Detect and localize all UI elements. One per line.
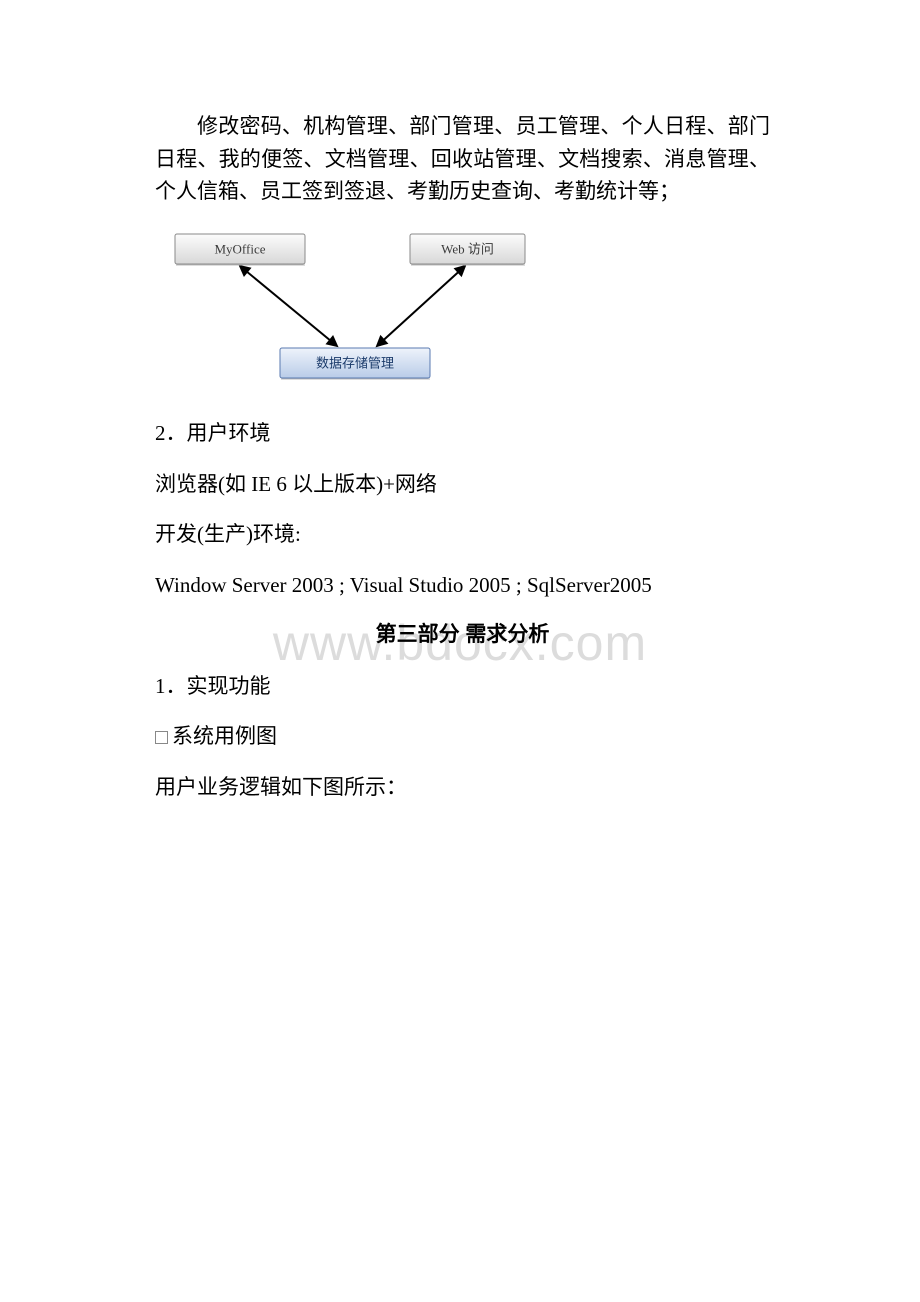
- section-user-env-title: 2．用户环境: [155, 417, 770, 450]
- paragraph-dev-env-value: Window Server 2003 ; Visual Studio 2005 …: [155, 569, 770, 602]
- document-body: 修改密码、机构管理、部门管理、员工管理、个人日程、部门日程、我的便签、文档管理、…: [155, 110, 770, 804]
- heading-part3: 第三部分 需求分析: [155, 619, 770, 652]
- svg-text:数据存储管理: 数据存储管理: [316, 355, 394, 370]
- paragraph-logic-intro: 用户业务逻辑如下图所示：: [155, 771, 770, 804]
- text-usecase: 系统用例图: [172, 724, 277, 748]
- text-browser-prefix: 浏览器(如: [155, 472, 251, 496]
- text-ie6: IE 6: [251, 472, 292, 496]
- svg-text:MyOffice: MyOffice: [214, 241, 265, 256]
- text-browser-suffix: 以上版本)+网络: [292, 472, 437, 496]
- paragraph-usecase: 系统用例图: [155, 720, 770, 753]
- paragraph-features: 修改密码、机构管理、部门管理、员工管理、个人日程、部门日程、我的便签、文档管理、…: [155, 110, 770, 208]
- paragraph-browser: 浏览器(如 IE 6 以上版本)+网络: [155, 468, 770, 501]
- paragraph-dev-env-label: 开发(生产)环境:: [155, 518, 770, 551]
- bullet-icon: [155, 731, 168, 744]
- architecture-diagram: MyOffice Web 访问数据存储管理: [165, 226, 770, 396]
- section-features-title: 1．实现功能: [155, 670, 770, 703]
- svg-text:Web 访问: Web 访问: [441, 241, 494, 256]
